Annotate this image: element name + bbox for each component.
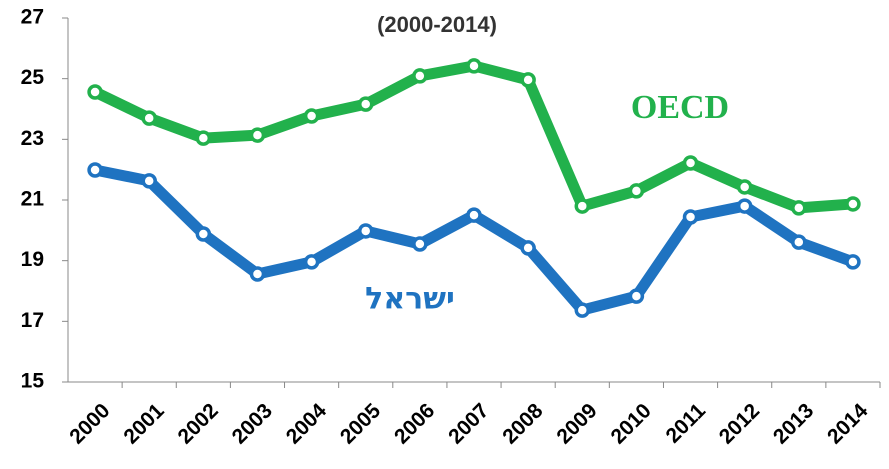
y-tick-label: 19 <box>21 248 44 271</box>
series-label: ישראל <box>365 282 455 317</box>
point <box>303 108 320 124</box>
point <box>141 110 157 126</box>
point <box>412 68 428 84</box>
point <box>628 288 645 304</box>
point <box>249 127 266 143</box>
point <box>736 198 753 214</box>
x-tick-label: 2010 <box>607 399 656 448</box>
y-tick-label: 27 <box>21 6 44 29</box>
point <box>412 236 428 252</box>
x-tick-label: 2005 <box>336 399 386 449</box>
point <box>845 254 861 270</box>
point <box>682 155 699 171</box>
point <box>466 207 482 223</box>
point <box>736 179 753 195</box>
point <box>357 223 374 239</box>
x-tick-label: 2014 <box>823 399 873 449</box>
x-tick-label: 2002 <box>173 399 222 448</box>
point <box>520 72 536 88</box>
x-tick-label: 2007 <box>444 399 493 448</box>
point <box>195 226 212 242</box>
y-tick-label: 23 <box>21 127 44 150</box>
chart-title: (2000-2014) <box>377 12 497 37</box>
y-tick-label: 15 <box>21 370 45 393</box>
point <box>249 266 266 282</box>
x-tick-label: 2001 <box>119 399 169 449</box>
x-tick-label: 2011 <box>662 399 711 448</box>
x-tick-label: 2013 <box>769 399 818 448</box>
point <box>574 302 591 318</box>
point <box>357 96 374 112</box>
point <box>195 130 212 146</box>
point <box>466 58 482 74</box>
point <box>141 173 157 189</box>
y-tick-label: 21 <box>21 188 45 211</box>
point <box>791 200 807 216</box>
point <box>682 209 699 225</box>
x-tick-label: 2003 <box>228 399 277 448</box>
point <box>87 162 103 178</box>
y-tick-label: 25 <box>21 66 45 89</box>
series-label: OECD <box>631 89 729 126</box>
point <box>87 84 103 100</box>
point <box>520 240 536 256</box>
x-tick-label: 2000 <box>65 399 114 448</box>
x-tick-label: 2008 <box>498 399 548 449</box>
point <box>628 183 645 199</box>
point <box>574 198 591 214</box>
y-tick-label: 17 <box>21 309 44 332</box>
x-tick-label: 2004 <box>282 399 332 449</box>
x-tick-label: 2009 <box>552 399 601 448</box>
x-tick-label: 2006 <box>390 399 439 448</box>
point <box>845 196 861 212</box>
point <box>791 234 807 250</box>
point <box>303 254 320 270</box>
x-tick-label: 2012 <box>715 399 764 448</box>
